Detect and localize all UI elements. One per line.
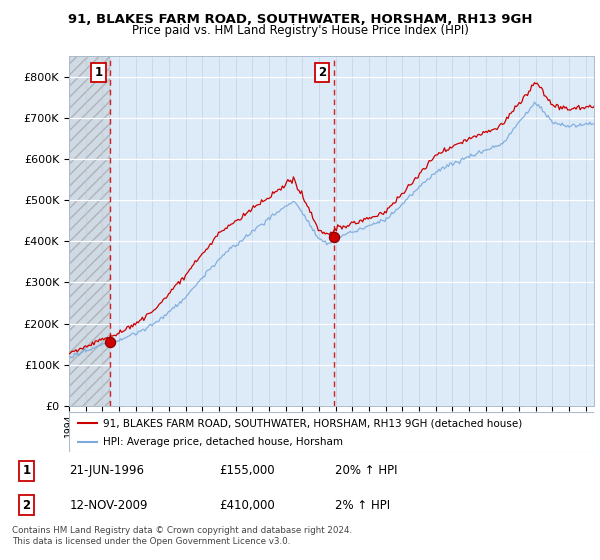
Text: Price paid vs. HM Land Registry's House Price Index (HPI): Price paid vs. HM Land Registry's House … <box>131 24 469 37</box>
Text: 2: 2 <box>22 498 31 512</box>
Text: 2% ↑ HPI: 2% ↑ HPI <box>335 498 389 512</box>
Text: 21-JUN-1996: 21-JUN-1996 <box>70 464 145 477</box>
Text: 20% ↑ HPI: 20% ↑ HPI <box>335 464 397 477</box>
Text: £410,000: £410,000 <box>220 498 275 512</box>
Text: 12-NOV-2009: 12-NOV-2009 <box>70 498 148 512</box>
Text: 91, BLAKES FARM ROAD, SOUTHWATER, HORSHAM, RH13 9GH: 91, BLAKES FARM ROAD, SOUTHWATER, HORSHA… <box>68 13 532 26</box>
Text: £155,000: £155,000 <box>220 464 275 477</box>
Text: 1: 1 <box>94 66 103 79</box>
Text: 2: 2 <box>318 66 326 79</box>
FancyBboxPatch shape <box>69 412 594 452</box>
Text: Contains HM Land Registry data © Crown copyright and database right 2024.
This d: Contains HM Land Registry data © Crown c… <box>12 526 352 546</box>
Point <box>106 338 115 347</box>
Bar <box>69 56 110 406</box>
Text: 1: 1 <box>22 464 31 477</box>
Text: 91, BLAKES FARM ROAD, SOUTHWATER, HORSHAM, RH13 9GH (detached house): 91, BLAKES FARM ROAD, SOUTHWATER, HORSHA… <box>103 418 523 428</box>
Text: HPI: Average price, detached house, Horsham: HPI: Average price, detached house, Hors… <box>103 437 343 446</box>
Point <box>329 233 338 242</box>
